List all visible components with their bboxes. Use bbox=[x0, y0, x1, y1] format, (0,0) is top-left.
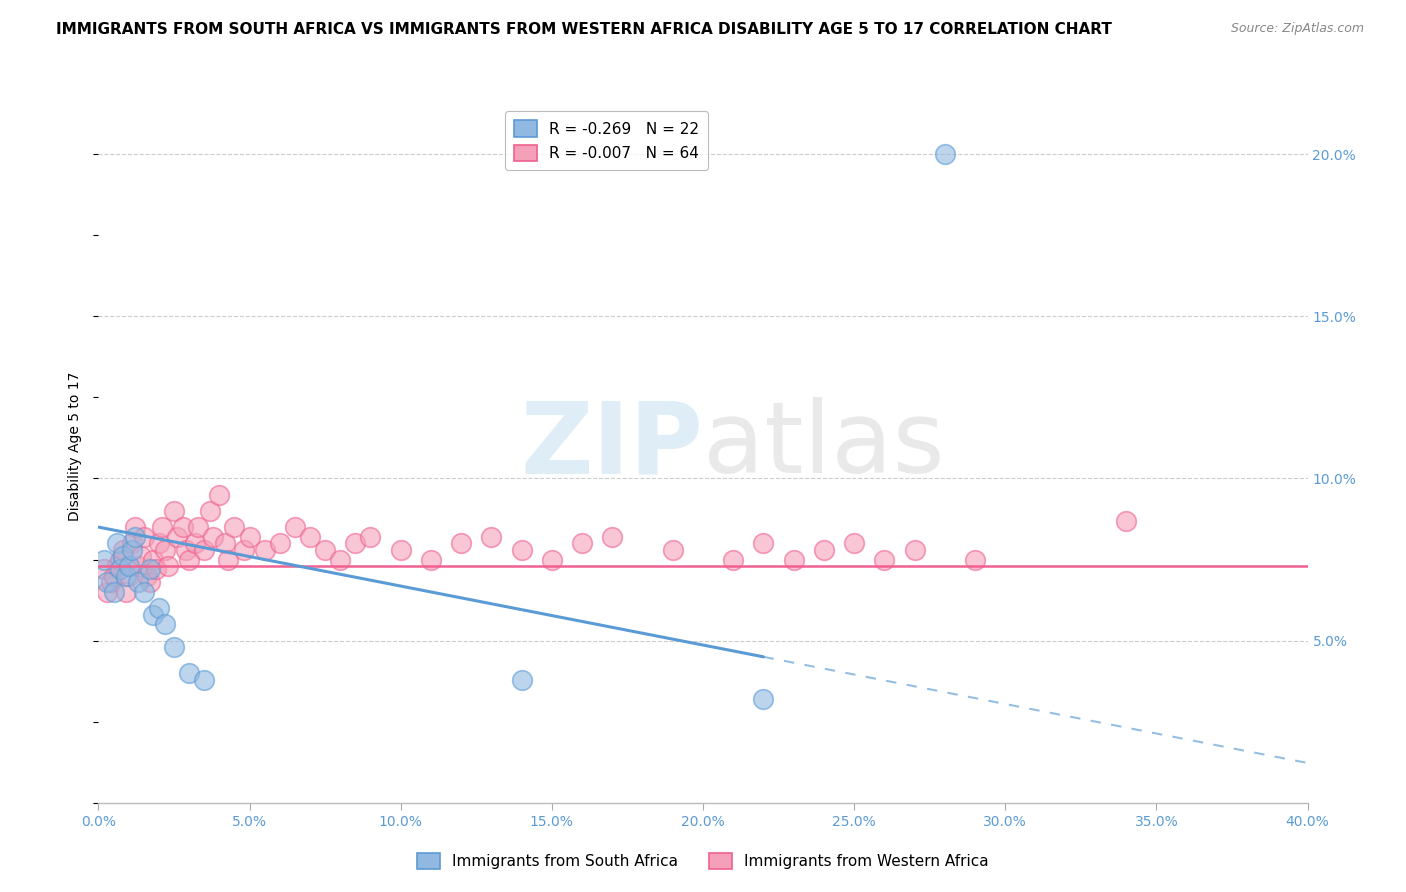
Text: Source: ZipAtlas.com: Source: ZipAtlas.com bbox=[1230, 22, 1364, 36]
Point bbox=[179, 552, 201, 566]
Point bbox=[602, 530, 624, 544]
Point bbox=[96, 575, 118, 590]
Point bbox=[132, 530, 155, 544]
Point bbox=[752, 536, 775, 550]
Point bbox=[844, 536, 866, 550]
Point bbox=[329, 552, 352, 566]
Point bbox=[934, 147, 956, 161]
Point bbox=[174, 542, 197, 557]
Point bbox=[172, 520, 194, 534]
Point bbox=[187, 520, 209, 534]
Point bbox=[873, 552, 896, 566]
Point bbox=[1115, 514, 1137, 528]
Point bbox=[193, 673, 215, 687]
Point bbox=[139, 562, 162, 576]
Point bbox=[163, 504, 186, 518]
Point bbox=[510, 542, 533, 557]
Legend: Immigrants from South Africa, Immigrants from Western Africa: Immigrants from South Africa, Immigrants… bbox=[411, 847, 995, 875]
Point bbox=[150, 520, 173, 534]
Point bbox=[108, 562, 131, 576]
Point bbox=[103, 585, 125, 599]
Point bbox=[481, 530, 503, 544]
Point bbox=[105, 559, 128, 574]
Point bbox=[114, 568, 136, 582]
Point bbox=[208, 488, 231, 502]
Point bbox=[783, 552, 806, 566]
Point bbox=[571, 536, 593, 550]
Point bbox=[129, 549, 152, 564]
Point bbox=[200, 504, 222, 518]
Text: ZIP: ZIP bbox=[520, 398, 703, 494]
Y-axis label: Disability Age 5 to 17: Disability Age 5 to 17 bbox=[69, 371, 83, 521]
Point bbox=[103, 568, 125, 582]
Point bbox=[93, 552, 115, 566]
Point bbox=[253, 542, 276, 557]
Point bbox=[108, 552, 131, 566]
Point bbox=[105, 536, 128, 550]
Point bbox=[344, 536, 367, 550]
Point bbox=[217, 552, 239, 566]
Point bbox=[156, 559, 179, 574]
Point bbox=[752, 692, 775, 706]
Point bbox=[193, 542, 215, 557]
Point bbox=[121, 542, 143, 557]
Point bbox=[96, 585, 118, 599]
Point bbox=[153, 542, 176, 557]
Point bbox=[179, 666, 201, 681]
Point bbox=[124, 520, 146, 534]
Point bbox=[904, 542, 927, 557]
Point bbox=[111, 549, 134, 564]
Point bbox=[510, 673, 533, 687]
Point bbox=[184, 536, 207, 550]
Point bbox=[723, 552, 745, 566]
Point bbox=[965, 552, 987, 566]
Point bbox=[111, 542, 134, 557]
Point bbox=[389, 542, 412, 557]
Point bbox=[214, 536, 236, 550]
Point bbox=[145, 562, 167, 576]
Text: IMMIGRANTS FROM SOUTH AFRICA VS IMMIGRANTS FROM WESTERN AFRICA DISABILITY AGE 5 : IMMIGRANTS FROM SOUTH AFRICA VS IMMIGRAN… bbox=[56, 22, 1112, 37]
Point bbox=[100, 575, 122, 590]
Point bbox=[232, 542, 254, 557]
Point bbox=[127, 559, 149, 574]
Point bbox=[284, 520, 307, 534]
Point bbox=[420, 552, 443, 566]
Point bbox=[153, 617, 176, 632]
Point bbox=[360, 530, 382, 544]
Point bbox=[132, 585, 155, 599]
Point bbox=[118, 559, 141, 574]
Point bbox=[139, 575, 162, 590]
Point bbox=[142, 607, 165, 622]
Point bbox=[813, 542, 835, 557]
Point bbox=[124, 530, 146, 544]
Point bbox=[114, 585, 136, 599]
Point bbox=[163, 640, 186, 654]
Point bbox=[127, 575, 149, 590]
Point bbox=[135, 568, 157, 582]
Point bbox=[540, 552, 562, 566]
Point bbox=[224, 520, 246, 534]
Point bbox=[118, 568, 141, 582]
Point bbox=[314, 542, 336, 557]
Point bbox=[661, 542, 683, 557]
Point bbox=[148, 601, 170, 615]
Point bbox=[148, 536, 170, 550]
Point bbox=[121, 536, 143, 550]
Point bbox=[299, 530, 322, 544]
Point bbox=[450, 536, 472, 550]
Point bbox=[142, 552, 165, 566]
Point bbox=[239, 530, 262, 544]
Point bbox=[269, 536, 291, 550]
Point bbox=[166, 530, 188, 544]
Legend: R = -0.269   N = 22, R = -0.007   N = 64: R = -0.269 N = 22, R = -0.007 N = 64 bbox=[505, 112, 709, 170]
Point bbox=[202, 530, 225, 544]
Text: atlas: atlas bbox=[703, 398, 945, 494]
Point bbox=[93, 562, 115, 576]
